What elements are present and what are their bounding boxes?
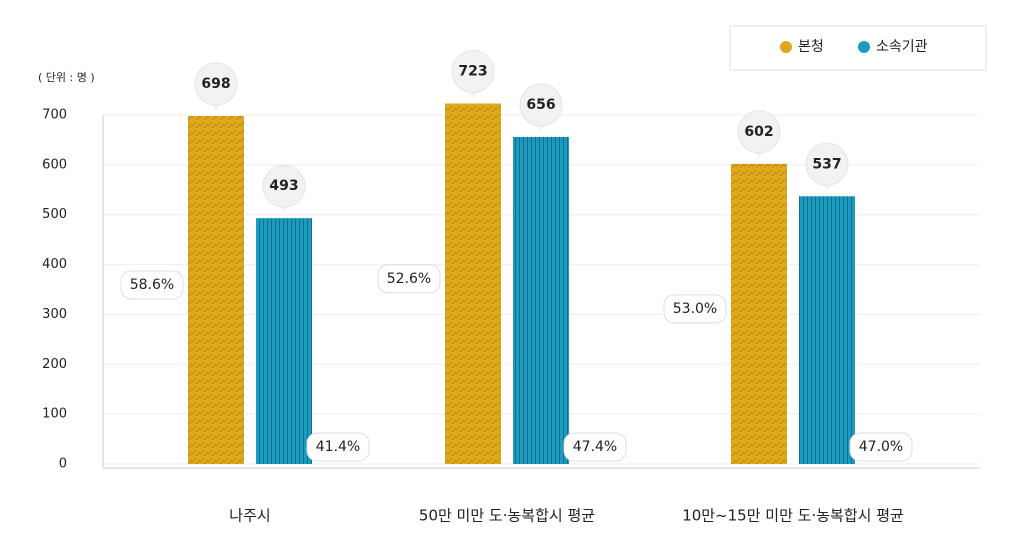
- percent-box: [306, 432, 370, 462]
- percent-box: [849, 432, 913, 462]
- bar: [256, 218, 312, 464]
- value-bubble: [280, 206, 288, 214]
- bar: [445, 103, 501, 464]
- x-tick-label: 10만~15만 미만 도·농복합시 평균: [682, 507, 904, 525]
- y-tick-label: 0: [59, 457, 67, 472]
- percent-label: 52.6%: [387, 271, 431, 287]
- legend-label: 소속기관: [876, 39, 928, 55]
- legend-swatch: [858, 41, 870, 53]
- value-bubble: [451, 50, 495, 94]
- value-bubble: [823, 184, 831, 192]
- value-label: 537: [812, 156, 841, 172]
- value-bubble: [755, 151, 763, 159]
- legend-swatch: [780, 41, 792, 53]
- value-label: 723: [458, 64, 487, 80]
- value-bubble: [194, 62, 238, 106]
- value-bubble: [469, 91, 477, 99]
- percent-box: [120, 270, 184, 300]
- y-tick-label: 300: [42, 307, 67, 322]
- value-bubble: [805, 142, 849, 186]
- value-bubble: [537, 124, 545, 132]
- value-label: 698: [201, 76, 230, 92]
- y-tick-label: 600: [42, 157, 67, 172]
- y-tick-label: 200: [42, 357, 67, 372]
- bar: [513, 136, 569, 465]
- value-label: 493: [269, 178, 298, 194]
- value-bubble: [519, 83, 563, 127]
- value-label: 602: [744, 124, 773, 140]
- x-tick-label: 나주시: [229, 507, 270, 525]
- percent-box: [377, 264, 441, 294]
- percent-label: 53.0%: [673, 301, 717, 317]
- percent-label: 47.0%: [859, 439, 903, 455]
- percent-label: 41.4%: [316, 439, 360, 455]
- value-bubble: [262, 164, 306, 208]
- y-tick-label: 700: [42, 108, 67, 123]
- value-bubble: [212, 103, 220, 111]
- bar: [188, 115, 244, 465]
- percent-box: [663, 294, 727, 324]
- percent-box: [563, 432, 627, 462]
- legend-label: 본청: [798, 39, 824, 55]
- y-tick-label: 100: [42, 407, 67, 422]
- unit-label: ( 단위 : 명 ): [38, 71, 95, 84]
- value-bubble: [737, 110, 781, 154]
- percent-label: 58.6%: [130, 277, 174, 293]
- y-tick-label: 400: [42, 257, 67, 272]
- x-tick-label: 50만 미만 도·농복합시 평균: [419, 507, 595, 525]
- percent-label: 47.4%: [573, 439, 617, 455]
- bar: [731, 163, 787, 465]
- value-label: 656: [526, 97, 555, 113]
- y-tick-label: 500: [42, 207, 67, 222]
- legend-box: [729, 25, 987, 71]
- bar: [799, 196, 855, 464]
